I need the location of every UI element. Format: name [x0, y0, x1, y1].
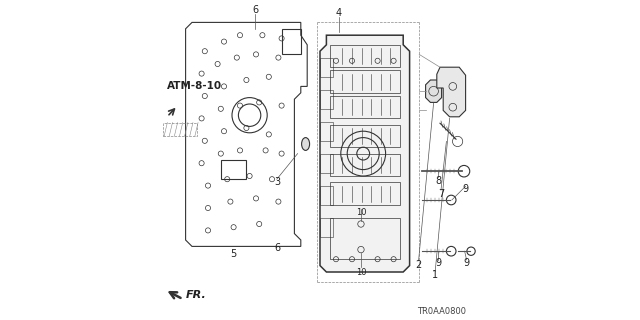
Bar [330, 218, 400, 259]
Text: 10: 10 [356, 268, 366, 277]
Bar [330, 154, 400, 176]
Bar [320, 58, 333, 77]
Bar [330, 45, 400, 67]
Text: 2: 2 [415, 260, 422, 270]
Polygon shape [426, 80, 442, 102]
Bar [320, 154, 333, 173]
Polygon shape [437, 67, 466, 117]
Bar [320, 218, 333, 237]
Text: 1: 1 [432, 270, 438, 280]
Text: 6: 6 [252, 4, 259, 15]
Bar [320, 122, 333, 141]
Bar [330, 96, 400, 118]
Bar [330, 125, 400, 147]
Bar [282, 29, 301, 54]
Text: 10: 10 [356, 208, 366, 217]
Text: 6: 6 [275, 243, 281, 253]
Text: 7: 7 [438, 188, 444, 199]
Text: 3: 3 [275, 177, 281, 188]
Text: 4: 4 [335, 8, 342, 18]
Bar [330, 182, 400, 205]
Text: TR0AA0800: TR0AA0800 [417, 308, 466, 316]
Text: 9: 9 [463, 184, 468, 195]
Bar [163, 123, 197, 136]
Bar [320, 90, 333, 109]
Bar [320, 186, 333, 205]
Text: ATM-8-10: ATM-8-10 [167, 81, 222, 92]
Text: 9: 9 [463, 258, 470, 268]
Text: 8: 8 [435, 176, 442, 186]
Bar [221, 160, 246, 179]
Text: 9: 9 [435, 258, 442, 268]
Text: 5: 5 [230, 249, 237, 260]
Bar [330, 70, 400, 93]
Text: FR.: FR. [186, 290, 206, 300]
Polygon shape [320, 35, 410, 272]
Ellipse shape [301, 138, 310, 150]
